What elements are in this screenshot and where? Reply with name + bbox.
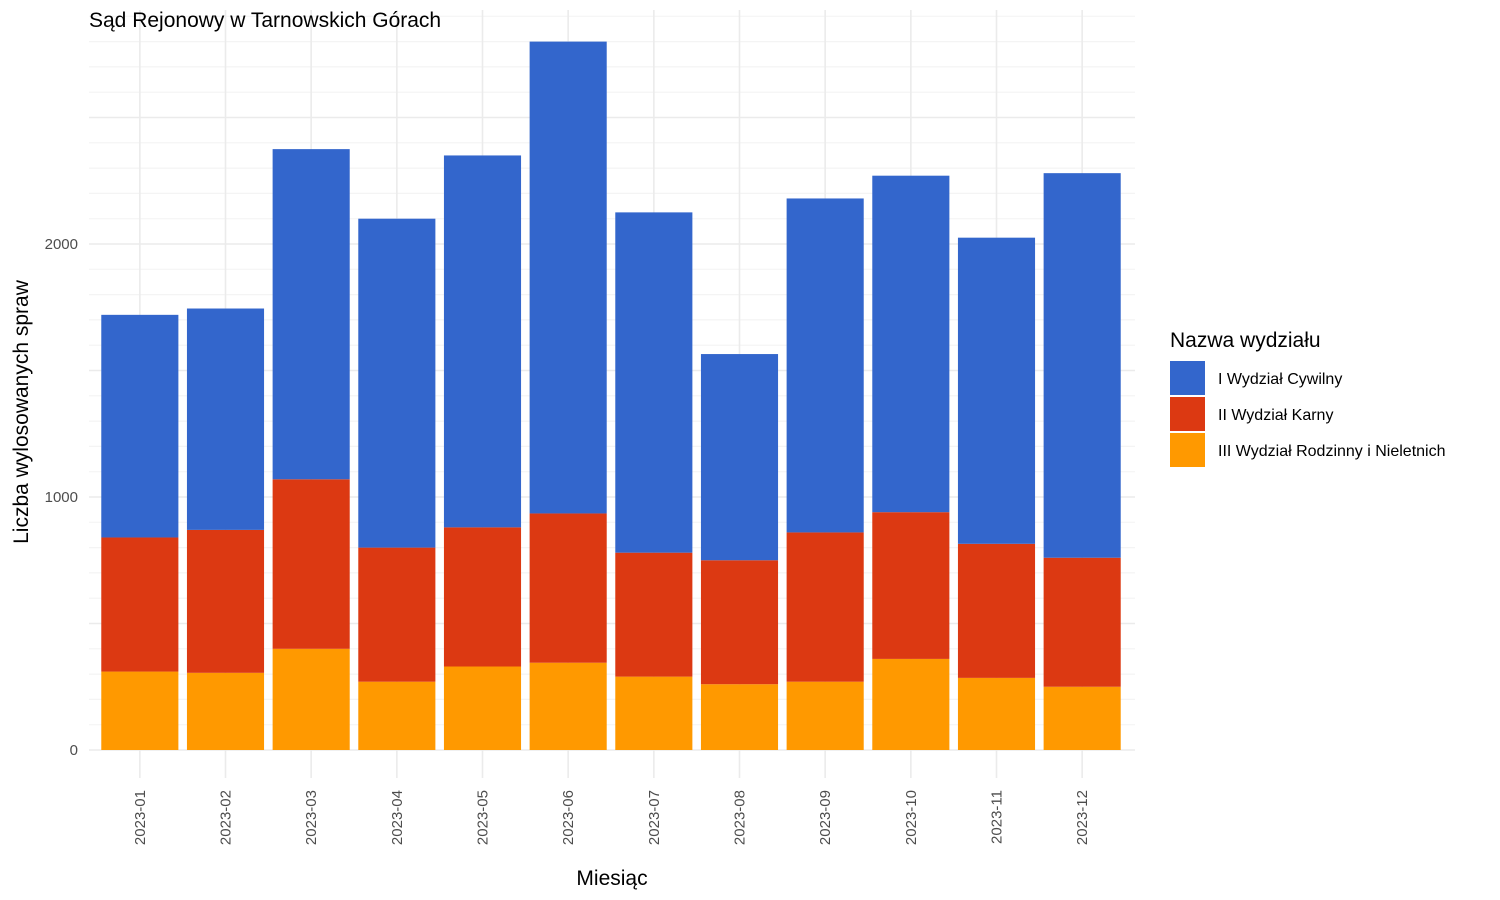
bar-segment-2023-11-s3 [957,237,1036,544]
bar-segment-2023-10-s2 [872,512,950,659]
bar-segment-2023-09-s3 [786,198,864,533]
x-tick-label: 2023-12 [1074,790,1091,845]
x-tick-label: 2023-07 [646,790,663,845]
bar-segment-2023-11-s2 [957,543,1036,678]
bar-segment-2023-08-s2 [700,560,779,685]
y-tick-label: 1000 [45,489,78,506]
legend-label: I Wydział Cywilny [1218,371,1342,388]
x-tick-label: 2023-02 [218,790,235,845]
bar-segment-2023-04-s3 [358,218,436,548]
x-tick-label: 2023-11 [989,790,1006,844]
legend-label: II Wydział Karny [1218,407,1333,424]
y-tick-label: 2000 [45,236,78,253]
legend-label: III Wydział Rodzinny i Nieletnich [1218,443,1446,460]
bar-segment-2023-05-s2 [443,527,522,667]
bar-segment-2023-11-s1 [957,677,1036,750]
bar-segment-2023-09-s1 [786,681,864,750]
x-tick-label: 2023-01 [132,790,149,845]
bar-segment-2023-12-s2 [1043,557,1121,687]
bar-segment-2023-09-s2 [786,532,864,682]
legend-items: I Wydział Cywilny II Wydział Karny III Wyd… [1170,361,1446,467]
bar-segment-2023-06-s2 [529,513,607,663]
bar-segment-2023-05-s1 [443,666,522,750]
bar-segment-2023-01-s3 [101,314,179,538]
y-tick-label: 0 [70,742,78,759]
bar-segment-2023-06-s3 [529,41,607,514]
legend-swatch [1170,397,1205,431]
x-tick-label: 2023-10 [903,790,920,845]
x-tick-label: 2023-09 [817,790,834,845]
bar-segment-2023-02-s3 [186,308,265,530]
bar-segment-2023-07-s1 [615,676,693,750]
bar-segment-2023-12-s3 [1043,173,1121,558]
bar-segment-2023-03-s3 [272,149,350,480]
legend: Nazwa wydziału I Wydział Cywilny II Wydzi… [1170,329,1446,467]
x-tick-label: 2023-05 [475,790,492,845]
bar-segment-2023-12-s1 [1043,686,1121,750]
x-tick-label: 2023-06 [560,790,577,845]
legend-swatch [1170,361,1205,395]
bar-segment-2023-01-s1 [101,671,179,750]
legend-title: Nazwa wydziału [1170,329,1321,352]
axis-ticks: 0 1000 2000 2023-01 2023-02 2023-03 2023-04 202… [45,236,1092,845]
bar-segment-2023-04-s1 [358,681,436,750]
bar-segment-2023-01-s2 [101,537,179,672]
bar-segment-2023-07-s3 [615,212,693,553]
bar-segment-2023-03-s2 [272,479,350,649]
bars [101,41,1121,750]
bar-segment-2023-03-s1 [272,648,350,750]
bar-segment-2023-08-s3 [700,354,779,561]
bar-segment-2023-02-s1 [186,672,265,750]
bar-segment-2023-02-s2 [186,529,265,673]
bar-segment-2023-06-s1 [529,662,607,750]
legend-swatch [1170,433,1205,467]
bar-segment-2023-05-s3 [443,155,522,528]
bar-segment-2023-08-s1 [700,684,779,750]
x-axis-title: Miesiąc [576,867,647,890]
x-tick-label: 2023-03 [303,790,320,845]
bar-segment-2023-04-s2 [358,547,436,682]
bar-segment-2023-10-s3 [872,175,950,513]
x-tick-label: 2023-08 [732,790,749,845]
x-tick-label: 2023-04 [389,790,406,845]
chart-title: Sąd Rejonowy w Tarnowskich Górach [89,9,441,32]
bar-segment-2023-10-s1 [872,658,950,750]
y-axis-title: Liczba wylosowanych spraw [10,279,33,544]
bar-segment-2023-07-s2 [615,552,693,677]
